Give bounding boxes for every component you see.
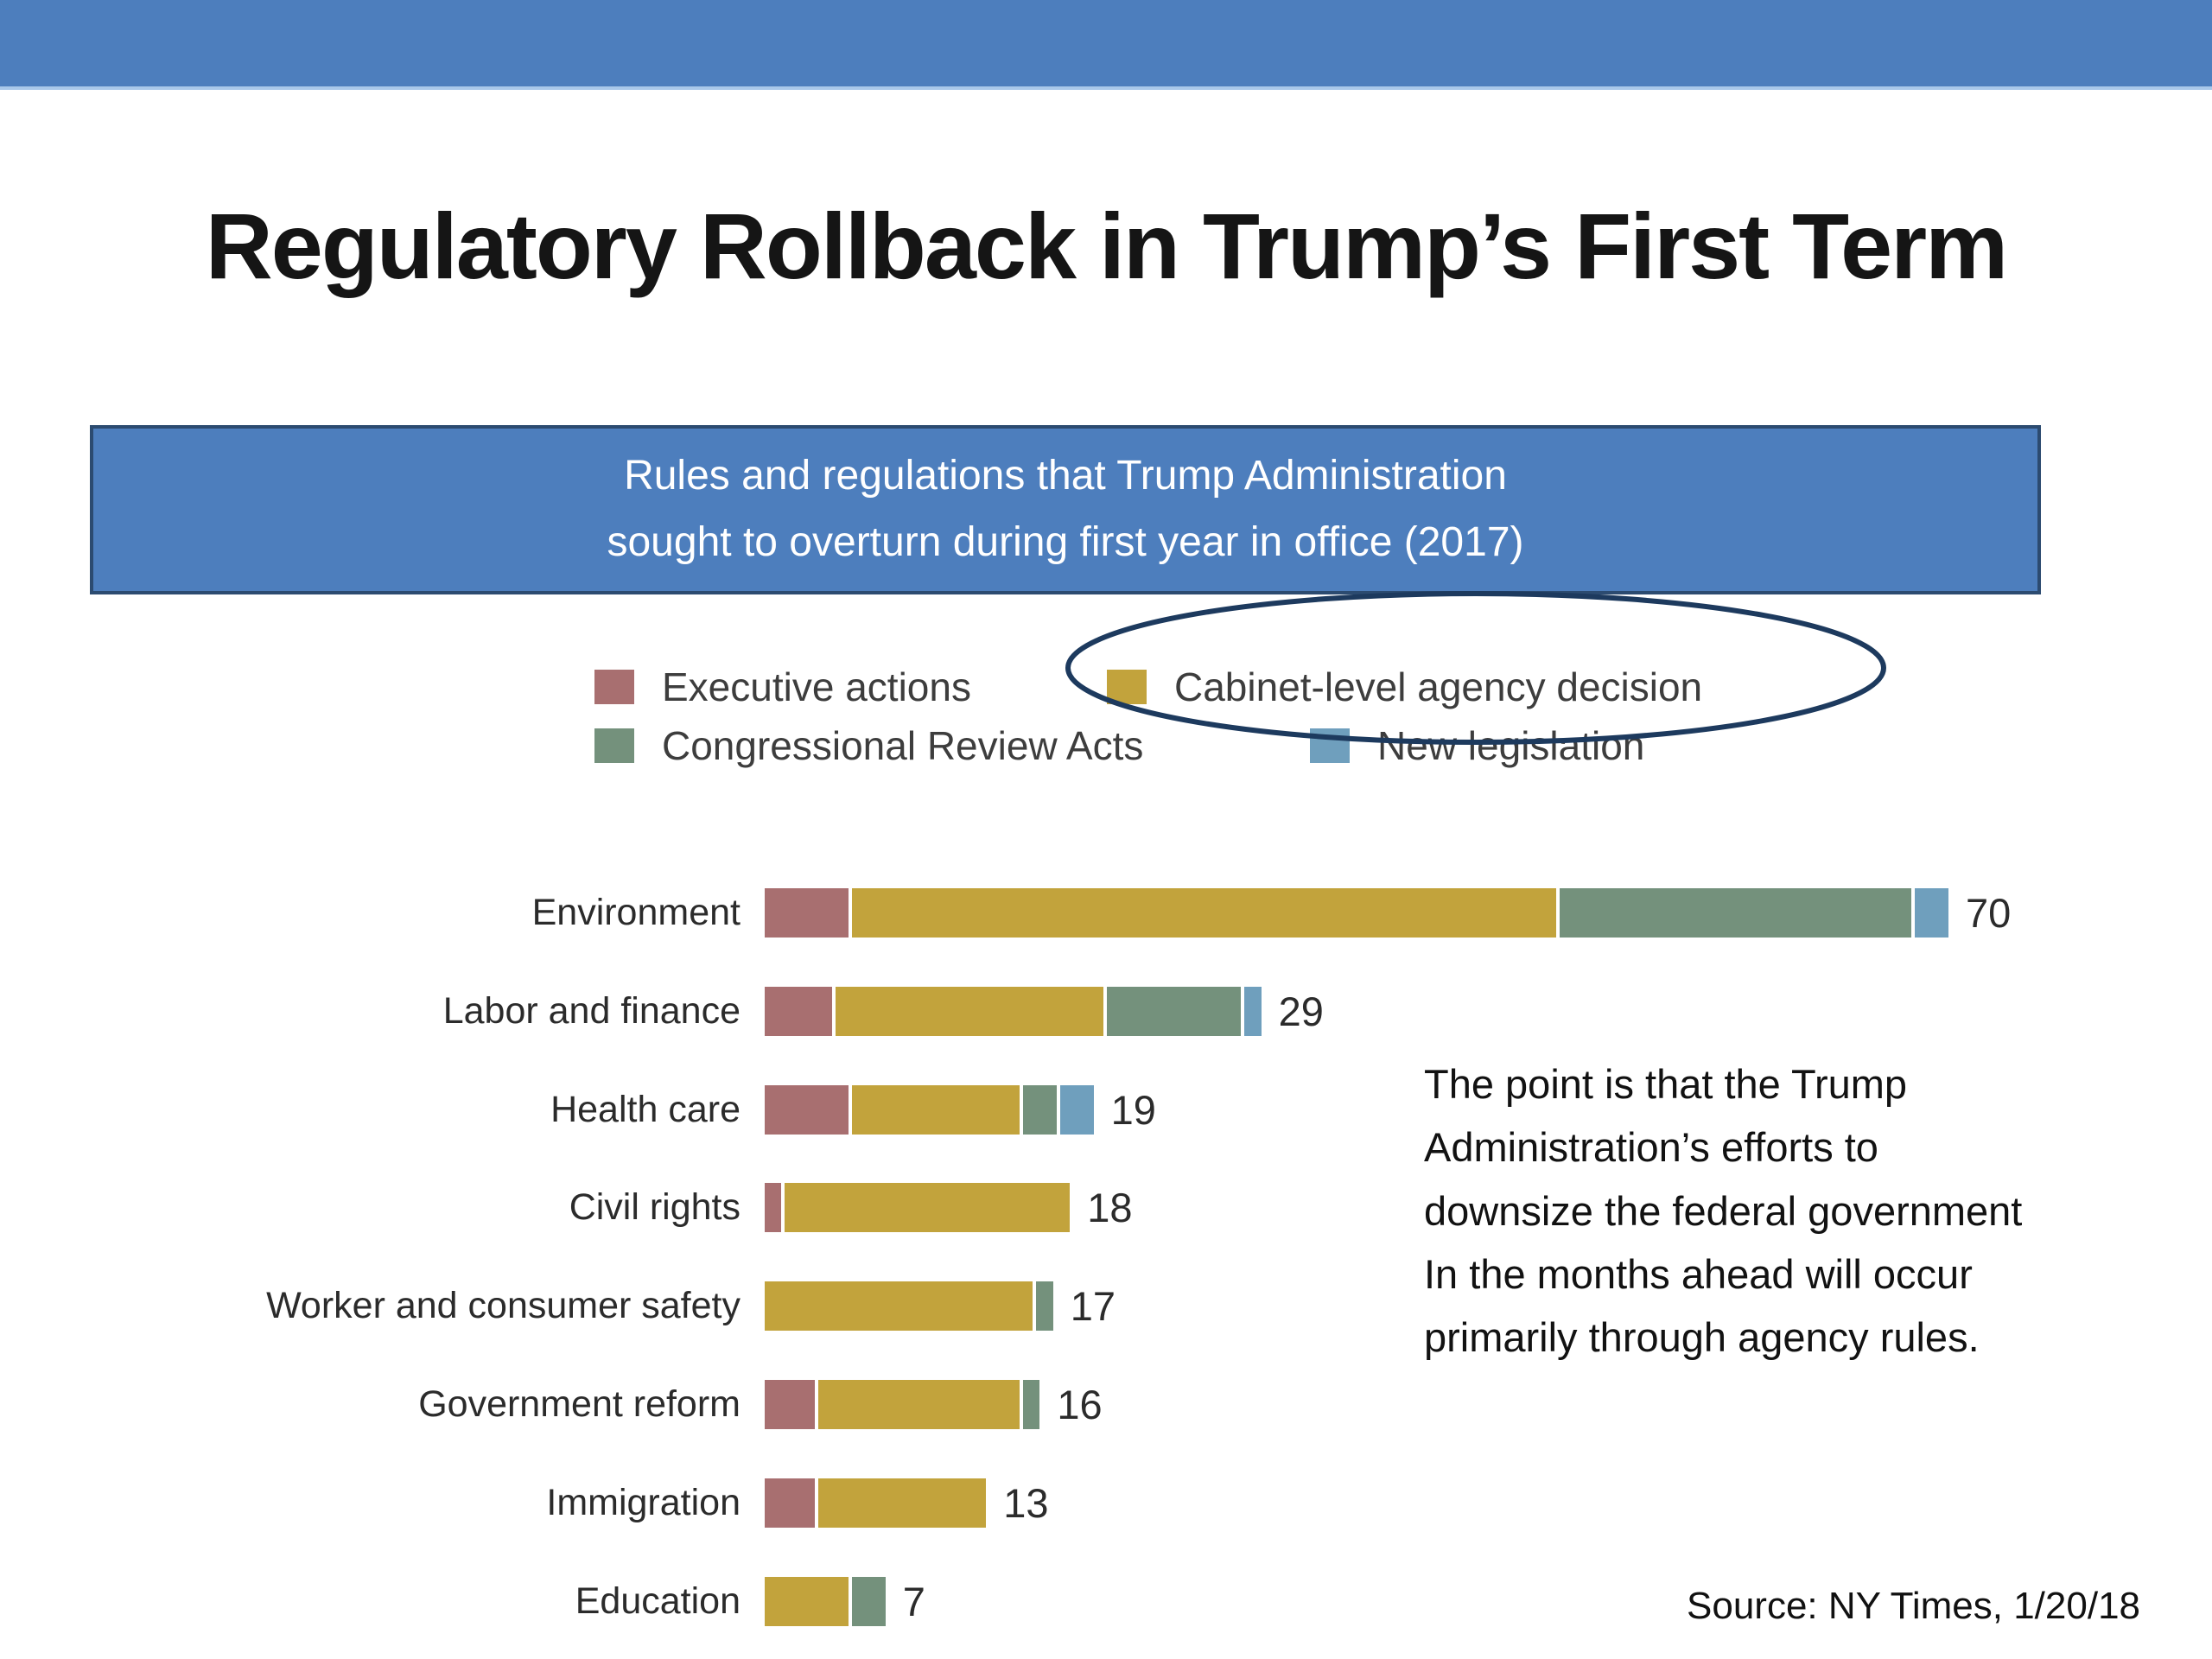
stacked-bar (765, 1281, 1053, 1332)
bar-segment-cabinet (765, 1576, 849, 1626)
stacked-bar (765, 1478, 987, 1528)
bar-segment-congressional (1022, 1380, 1040, 1429)
subtitle-line1: Rules and regulations that Trump Adminis… (624, 453, 1507, 499)
chart-row: Labor and finance 29 (0, 986, 2212, 1036)
stacked-bar (765, 1380, 1040, 1429)
chart-row: Immigration 13 (0, 1478, 2212, 1528)
category-label: Health care (550, 1088, 741, 1130)
legend-swatch-cabinet (1107, 670, 1147, 704)
legend-label: New legislation (1377, 723, 1645, 768)
legend-swatch-legislation (1310, 728, 1350, 763)
bar-segment-executive (765, 1380, 816, 1429)
category-label: Immigration (546, 1481, 741, 1523)
bar-value: 16 (1057, 1382, 1103, 1427)
stacked-bar (765, 1576, 886, 1626)
category-label: Labor and finance (442, 989, 741, 1032)
bar-value: 13 (1003, 1479, 1049, 1526)
bar-segment-legislation (1059, 1084, 1094, 1135)
bar-segment-cabinet (852, 888, 1556, 938)
chart-row: Health care 19 (0, 1084, 2212, 1135)
stacked-bar (765, 986, 1262, 1036)
bar-segment-congressional (1023, 1084, 1057, 1135)
bar-segment-executive (765, 1183, 782, 1233)
bar-value: 17 (1070, 1283, 1116, 1330)
bar-segment-executive (765, 1478, 816, 1528)
chart-row: Education 7 (0, 1576, 2212, 1626)
bar-segment-legislation (1915, 888, 1948, 938)
stacked-bar (765, 1183, 1071, 1233)
bar-segment-cabinet (818, 1478, 987, 1528)
legend-item-executive: Executive actions (594, 664, 971, 710)
legend-swatch-executive (594, 670, 634, 704)
legend-label: Cabinet-level agency decision (1174, 664, 1703, 709)
legend-label: Executive actions (662, 664, 971, 709)
legend-label: Congressional Review Acts (662, 723, 1144, 768)
bar-segment-congressional (1036, 1281, 1053, 1332)
bar-segment-cabinet (765, 1281, 1033, 1332)
annotation-text: The point is that the Trump Administrati… (1424, 1061, 2023, 1361)
category-label: Government reform (418, 1383, 741, 1425)
bar-value: 18 (1087, 1185, 1133, 1231)
bar-segment-executive (765, 986, 832, 1036)
bar-segment-congressional (852, 1576, 886, 1626)
bar-segment-congressional (1559, 888, 1912, 938)
subtitle-line2: sought to overturn during first year in … (607, 519, 1524, 565)
chart-row: Worker and consumer safety 17 (0, 1281, 2212, 1332)
legend-item-cabinet: Cabinet-level agency decision (1107, 664, 1702, 710)
category-label: Environment (531, 892, 741, 933)
legend-swatch-congressional (594, 728, 634, 763)
stacked-bar (765, 1084, 1094, 1135)
legend-item-congressional: Congressional Review Acts (594, 722, 1143, 769)
subtitle-box: Rules and regulations that Trump Adminis… (90, 425, 2041, 594)
category-label: Education (575, 1580, 741, 1622)
bar-value: 70 (1965, 890, 2012, 936)
category-label: Worker and consumer safety (266, 1285, 741, 1327)
top-banner (0, 0, 2212, 90)
bar-segment-cabinet (835, 986, 1103, 1036)
bar-segment-cabinet (818, 1380, 1020, 1429)
bar-value: 29 (1278, 988, 1324, 1034)
bar-segment-executive (765, 888, 849, 938)
bar-value: 19 (1110, 1086, 1156, 1133)
bar-value: 7 (902, 1578, 925, 1624)
bar-segment-legislation (1244, 986, 1262, 1036)
bar-segment-cabinet (852, 1084, 1020, 1135)
chart-row: Civil rights 18 (0, 1183, 2212, 1233)
bar-segment-congressional (1106, 986, 1242, 1036)
chart-row: Environment 70 (0, 888, 2212, 938)
bar-segment-cabinet (785, 1183, 1071, 1233)
category-label: Civil rights (569, 1186, 741, 1229)
source-text: Source: NY Times, 1/20/18 (1687, 1585, 2141, 1627)
stacked-bar (765, 888, 1948, 938)
bar-segment-executive (765, 1084, 849, 1135)
page-title: Regulatory Rollback in Trump’s First Ter… (205, 194, 2008, 298)
legend-item-legislation: New legislation (1310, 722, 1644, 769)
chart-row: Government reform 16 (0, 1380, 2212, 1429)
